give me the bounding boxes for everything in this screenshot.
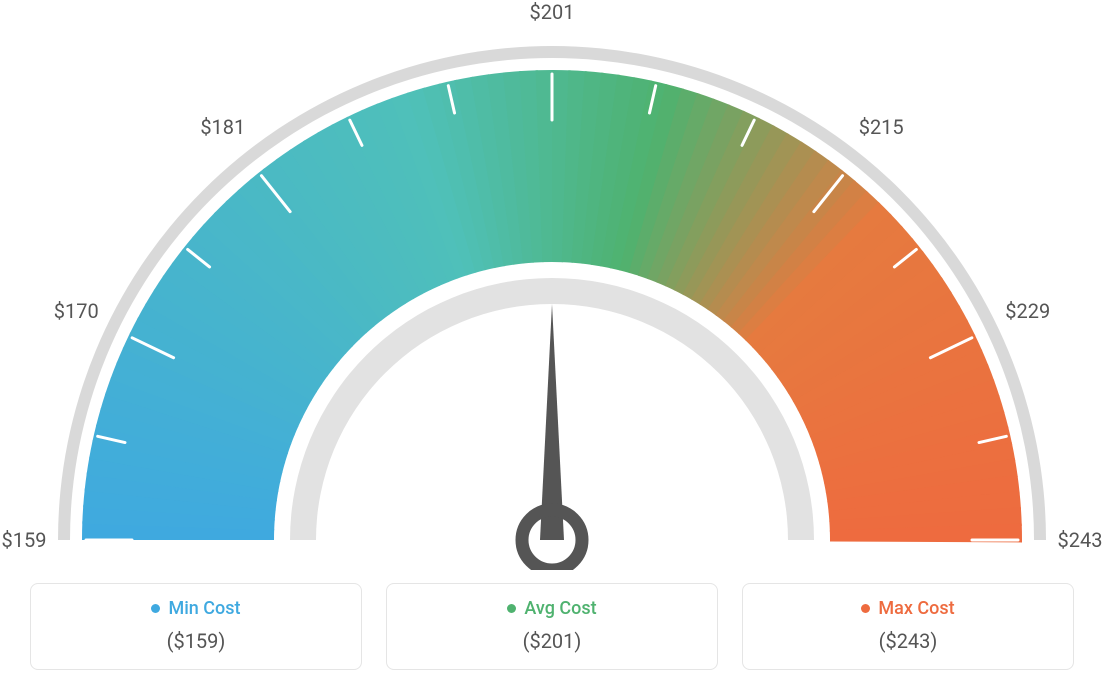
avg-value: ($201)	[397, 629, 707, 653]
max-dot-icon	[861, 604, 870, 613]
legend-card-min: Min Cost ($159)	[30, 583, 362, 670]
max-label: Max Cost	[878, 598, 954, 619]
avg-label: Avg Cost	[524, 598, 596, 619]
legend-card-avg: Avg Cost ($201)	[386, 583, 718, 670]
legend-card-max: Max Cost ($243)	[742, 583, 1074, 670]
min-dot-icon	[151, 604, 160, 613]
gauge-tick-label: $215	[859, 115, 904, 139]
gauge-tick-label: $159	[2, 528, 47, 552]
cost-gauge-widget: $159 $170 $181 $201 $215 $229 $243 Min Cost ($…	[0, 0, 1104, 690]
gauge-tick-label: $201	[530, 0, 575, 24]
gauge-chart: $159 $170 $181 $201 $215 $229 $243	[0, 0, 1104, 570]
gauge-tick-label: $170	[54, 299, 99, 323]
min-label: Min Cost	[168, 598, 240, 619]
max-value: ($243)	[753, 629, 1063, 653]
legend-row: Min Cost ($159) Avg Cost ($201) Max Cost…	[30, 583, 1074, 670]
gauge-tick-label: $181	[200, 115, 245, 139]
gauge-tick-label: $243	[1058, 528, 1103, 552]
gauge-tick-label: $229	[1005, 299, 1050, 323]
min-value: ($159)	[41, 629, 351, 653]
avg-dot-icon	[507, 604, 516, 613]
